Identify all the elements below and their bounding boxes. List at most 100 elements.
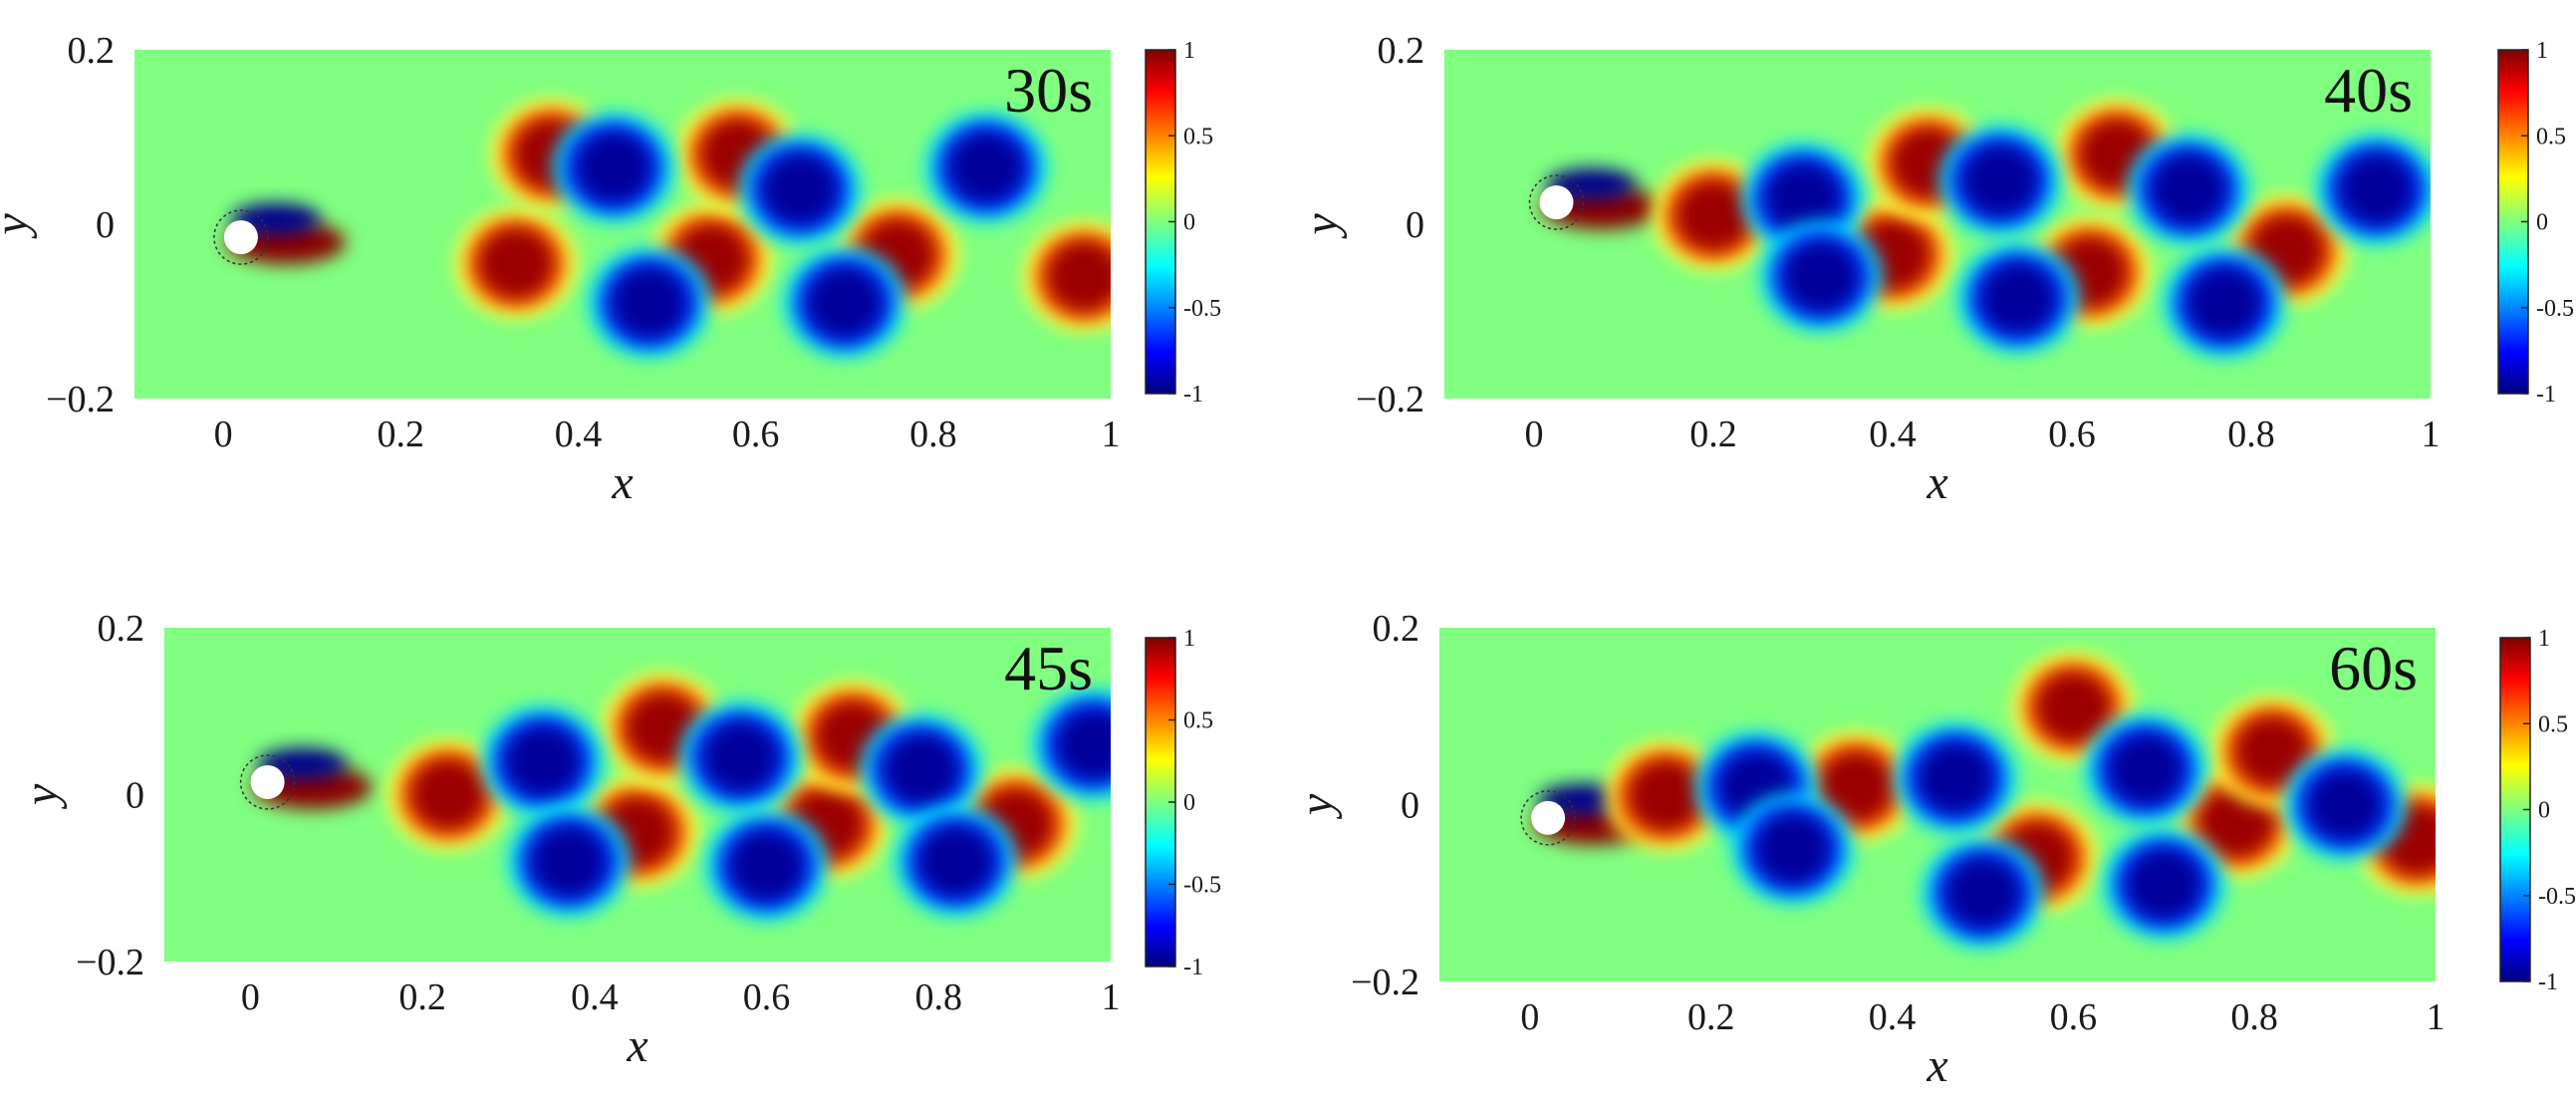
y-axis-label: y [0, 213, 38, 240]
colorbar-tick-label: 0.5 [1183, 124, 1213, 149]
x-tick-label: 0.6 [732, 414, 780, 455]
x-tick-label: 0.8 [2230, 996, 2278, 1038]
vortex-negative [1055, 708, 1111, 781]
vortex-negative [884, 733, 959, 806]
x-tick-label: 0.2 [378, 414, 425, 455]
vortex-positive [2035, 671, 2112, 743]
vortex-negative [1754, 812, 1831, 885]
vortex-negative [1765, 161, 1841, 234]
chart-svg: 60s 0 0.2 0.4 0.6 0.8 1 0.2 0 −0.2 x y 1 0.5 0 -0.5 -1 [1290, 608, 2576, 1092]
y-tick-label: 0 [1401, 785, 1419, 827]
x-tick-label: 0.4 [571, 976, 619, 1018]
x-tick-label: 0.6 [2048, 414, 2096, 455]
x-tick-label: 0 [1520, 996, 1539, 1038]
colorbar-tick-label: -0.5 [2538, 884, 2576, 910]
y-tick-label: −0.2 [46, 379, 115, 420]
vortex-negative [948, 132, 1025, 204]
x-tick-label: 0.4 [555, 414, 603, 455]
x-tick-label: 0 [1525, 414, 1544, 455]
vorticity-panel-30s: 30s 0 0.2 0.4 0.6 0.8 1 0.2 0 −0.2 x y 1 0.5 0 -0.5 -1 [0, 20, 1221, 538]
vortex-negative [1944, 857, 2021, 930]
y-tick-label: 0 [1406, 204, 1424, 246]
vortex-negative [505, 725, 581, 797]
y-tick-label: −0.2 [1356, 379, 1424, 420]
x-tick-label: 0 [214, 414, 233, 455]
colorbar-tick-label: 0 [1183, 210, 1195, 236]
x-axis-label: x [611, 456, 633, 509]
x-tick-label: 1 [2427, 996, 2446, 1038]
cylinder [223, 220, 258, 255]
vortex-positive [1675, 179, 1751, 252]
vortex-negative [1918, 741, 1994, 814]
x-tick-label: 0.6 [2050, 996, 2098, 1038]
vortex-negative [917, 825, 994, 898]
colorbar-tick-label: -0.5 [1183, 296, 1221, 322]
y-tick-label: 0.2 [98, 608, 145, 650]
x-axis-label: x [1926, 456, 1947, 509]
vortex-negative [1980, 262, 2056, 335]
colorbar-tick-label: -1 [1183, 955, 1203, 980]
cylinder [1531, 800, 1566, 835]
vortex-negative [611, 266, 687, 339]
x-tick-label: 0.2 [398, 976, 446, 1018]
vortex-negative [806, 266, 883, 339]
colorbar-tick-label: 0 [1183, 790, 1195, 816]
colorbar-tick-label: -0.5 [1183, 873, 1221, 899]
time-annotation: 30s [1004, 55, 1093, 126]
cylinder-outline [1528, 174, 1585, 230]
colorbar-tick-label: -0.5 [2536, 296, 2574, 322]
colorbar-tick-label: 0.5 [2538, 711, 2568, 737]
chart-svg: 40s 0 0.2 0.4 0.6 0.8 1 0.2 0 −0.2 x y 1 0.5 0 -0.5 -1 [1295, 30, 2574, 509]
x-tick-label: 0.2 [1687, 996, 1735, 1038]
x-tick-label: 0 [241, 976, 260, 1018]
time-annotation: 45s [1004, 633, 1093, 703]
cylinder-outline [213, 209, 269, 265]
vorticity-panel-45s: 45s 0 0.2 0.4 0.6 0.8 1 0.2 0 −0.2 x y 1 0.5 0 -0.5 -1 [0, 598, 1221, 1096]
x-tick-label: 0.6 [743, 976, 791, 1018]
vorticity-panel-40s: 40s 0 0.2 0.4 0.6 0.8 1 0.2 0 −0.2 x y 1 0.5 0 -0.5 -1 [1285, 20, 2576, 538]
colorbar-tick-label: 1 [1183, 626, 1195, 652]
x-tick-label: 0.4 [1869, 996, 1917, 1038]
vortex-negative [762, 153, 839, 225]
vortex-negative [2108, 733, 2185, 805]
y-tick-label: 0.2 [1378, 30, 1425, 72]
x-tick-label: 1 [1102, 414, 1121, 455]
y-axis-label: y [1295, 213, 1348, 240]
colorbar-tick-label: -1 [2536, 382, 2556, 408]
vortex-negative [2126, 848, 2202, 921]
x-axis-label: x [626, 1019, 647, 1072]
vortex-positive [1628, 759, 1704, 832]
y-tick-label: 0.2 [1373, 608, 1420, 650]
vortex-negative [2151, 153, 2226, 225]
x-tick-label: 0.8 [909, 414, 957, 455]
y-tick-label: −0.2 [76, 942, 144, 983]
chart-svg: 30s 0 0.2 0.4 0.6 0.8 1 0.2 0 −0.2 x y 1 0.5 0 -0.5 -1 [0, 30, 1221, 509]
x-tick-label: 1 [1102, 976, 1121, 1018]
cylinder-outline [239, 754, 296, 810]
chart-svg: 45s 0 0.2 0.4 0.6 0.8 1 0.2 0 −0.2 x y 1 0.5 0 -0.5 -1 [15, 608, 1221, 1072]
vortex-positive [410, 758, 486, 831]
cylinder-outline [1520, 790, 1576, 846]
colorbar-tick-label: 1 [2538, 626, 2550, 652]
vortex-positive [2234, 715, 2311, 788]
colorbar-tick-label: 0.5 [2536, 124, 2566, 149]
x-tick-label: 0.8 [2227, 414, 2275, 455]
colorbar-tick-label: 0 [2536, 210, 2548, 236]
y-tick-label: 0 [96, 204, 115, 246]
vorticity-panel-60s: 60s 0 0.2 0.4 0.6 0.8 1 0.2 0 −0.2 x y 1 0.5 0 -0.5 -1 [1285, 598, 2576, 1096]
cylinder [1539, 185, 1574, 220]
vortex-negative [2307, 768, 2384, 841]
vortex-negative [2339, 153, 2415, 225]
vortex-negative [1962, 144, 2038, 217]
x-tick-label: 0.2 [1689, 414, 1737, 455]
cylinder [250, 764, 285, 799]
x-tick-label: 0.8 [915, 976, 963, 1018]
y-axis-label: y [1290, 793, 1343, 820]
vortex-negative [728, 829, 805, 902]
y-tick-label: 0 [126, 775, 144, 817]
x-tick-label: 0.4 [1869, 414, 1917, 455]
y-tick-label: 0.2 [68, 30, 116, 72]
y-tick-label: −0.2 [1351, 962, 1419, 1003]
colorbar-tick-label: 0 [2538, 798, 2550, 824]
vortex-positive [1818, 750, 1895, 823]
